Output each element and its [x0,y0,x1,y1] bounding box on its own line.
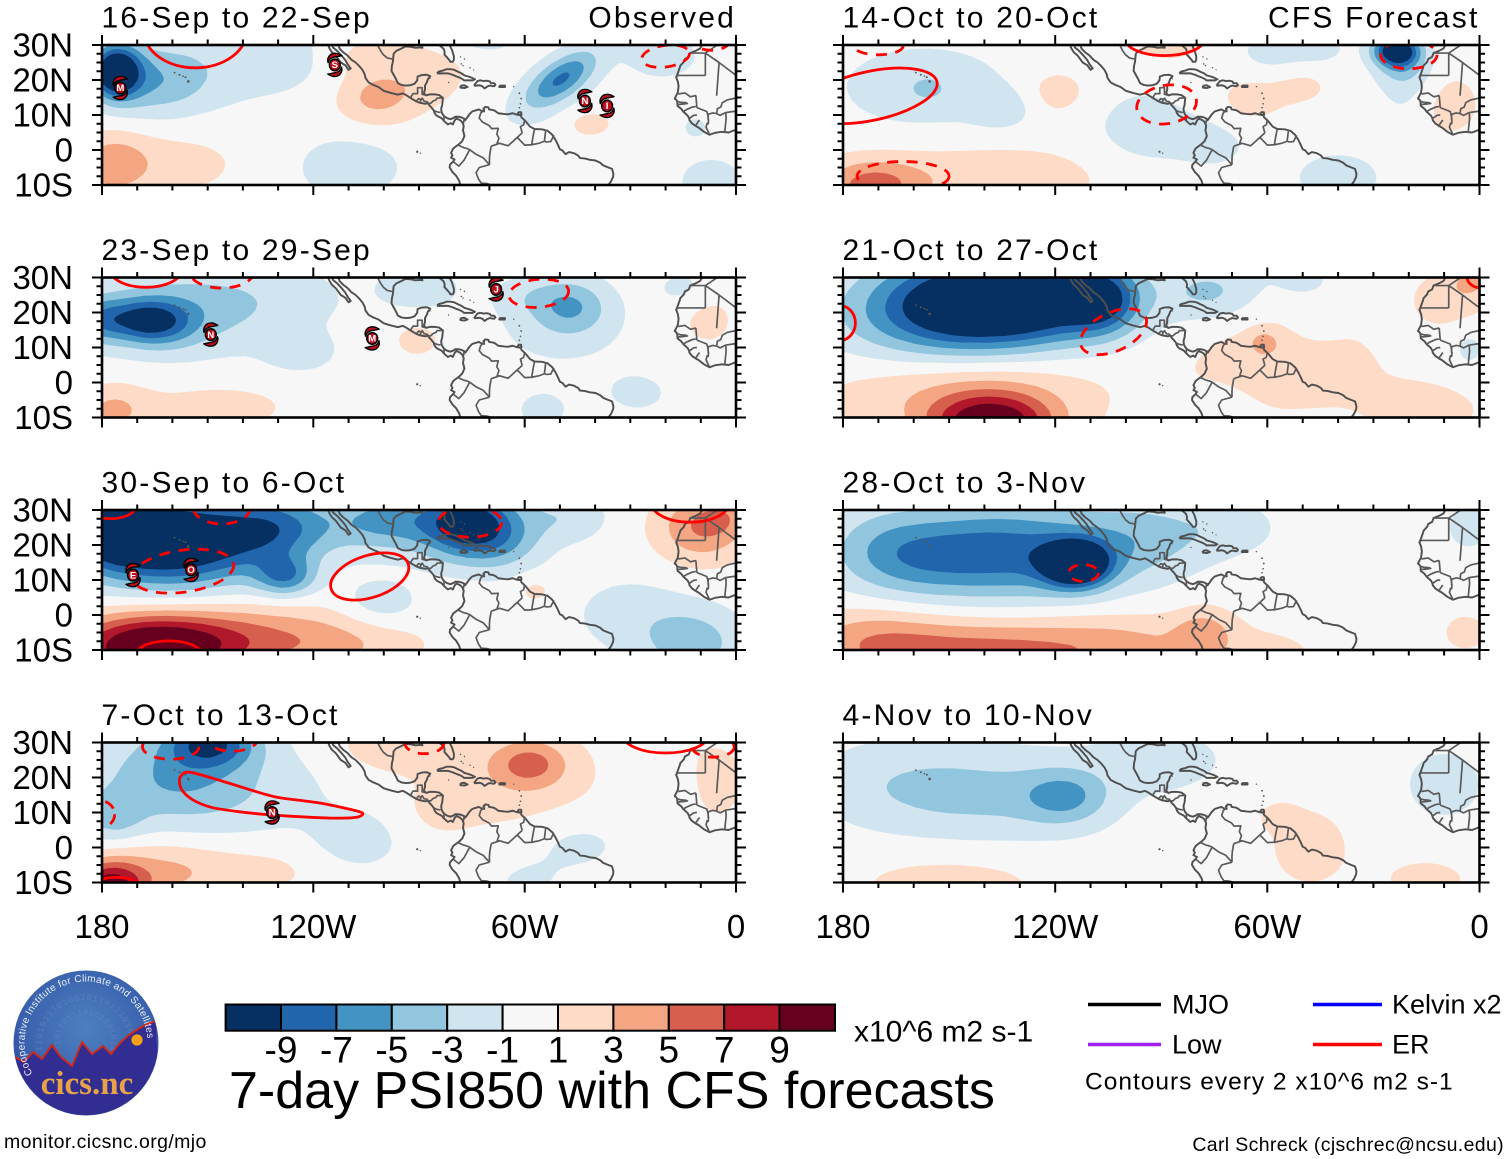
svg-text:7-day PSI850 with CFS forecast: 7-day PSI850 with CFS forecasts [229,1062,995,1120]
svg-text:10S: 10S [14,864,73,901]
svg-text:20N: 20N [12,62,73,99]
svg-text:M: M [116,83,124,94]
svg-text:0: 0 [55,829,73,866]
svg-text:Low: Low [1172,1030,1222,1060]
svg-text:16-Sep to 22-Sep: 16-Sep to 22-Sep [102,2,372,35]
svg-text:30N: 30N [12,259,73,296]
svg-text:23-Sep to 29-Sep: 23-Sep to 29-Sep [102,234,372,267]
svg-text:10N: 10N [12,562,73,599]
svg-text:-5: -5 [375,1030,408,1071]
svg-text:-1: -1 [486,1030,519,1071]
svg-text:10N: 10N [12,329,73,366]
svg-text:30N: 30N [12,724,73,761]
svg-text:0: 0 [727,908,745,945]
svg-text:MJO: MJO [1172,990,1229,1020]
svg-text:S: S [332,60,338,71]
svg-text:0: 0 [55,364,73,401]
svg-text:10N: 10N [12,794,73,831]
svg-text:5: 5 [659,1030,680,1071]
svg-text:-3: -3 [431,1030,464,1071]
svg-text:0: 0 [55,597,73,634]
svg-text:0: 0 [55,132,73,169]
svg-text:Observed: Observed [588,2,736,35]
svg-text:N: N [207,330,214,341]
svg-text:7-Oct to 13-Oct: 7-Oct to 13-Oct [102,699,340,732]
svg-text:9: 9 [769,1030,790,1071]
svg-text:x10^6 m2 s-1: x10^6 m2 s-1 [854,1016,1033,1049]
svg-text:I: I [606,101,609,112]
svg-text:60W: 60W [1233,908,1302,945]
svg-text:1: 1 [548,1030,569,1071]
svg-text:Contours every 2 x10^6 m2 s-1: Contours every 2 x10^6 m2 s-1 [1085,1069,1454,1096]
svg-text:10N: 10N [12,97,73,134]
svg-text:-9: -9 [265,1030,298,1071]
svg-text:10S: 10S [14,399,73,436]
svg-text:E: E [130,570,136,581]
svg-text:-7: -7 [320,1030,353,1071]
svg-text:N: N [581,96,588,107]
svg-text:30N: 30N [12,492,73,529]
svg-text:cics.nc: cics.nc [41,1066,134,1102]
svg-text:20N: 20N [12,759,73,796]
svg-text:Carl Schreck (cjschrec@ncsu.ed: Carl Schreck (cjschrec@ncsu.edu) [1192,1134,1504,1156]
svg-text:10S: 10S [14,167,73,204]
svg-text:21-Oct to 27-Oct: 21-Oct to 27-Oct [843,234,1100,267]
svg-text:J: J [493,285,498,296]
svg-text:3: 3 [603,1030,624,1071]
svg-text:120W: 120W [1012,908,1099,945]
svg-text:Kelvin x2: Kelvin x2 [1392,990,1502,1020]
svg-text:28-Oct to 3-Nov: 28-Oct to 3-Nov [843,467,1088,500]
svg-text:0: 0 [1470,908,1488,945]
svg-text:CFS Forecast: CFS Forecast [1268,2,1479,35]
svg-text:14-Oct to 20-Oct: 14-Oct to 20-Oct [843,2,1100,35]
svg-text:180: 180 [74,908,129,945]
svg-text:20N: 20N [12,527,73,564]
svg-text:30-Sep to 6-Oct: 30-Sep to 6-Oct [102,467,347,500]
svg-text:60W: 60W [491,908,560,945]
svg-text:4-Nov to 10-Nov: 4-Nov to 10-Nov [843,699,1094,732]
svg-text:7: 7 [714,1030,735,1071]
svg-text:O: O [187,565,194,576]
svg-text:180: 180 [815,908,870,945]
svg-text:ER: ER [1392,1030,1430,1060]
svg-text:30N: 30N [12,27,73,64]
svg-text:monitor.cicsnc.org/mjo: monitor.cicsnc.org/mjo [4,1131,207,1153]
svg-text:N: N [269,808,276,819]
svg-text:10S: 10S [14,632,73,669]
svg-text:120W: 120W [270,908,357,945]
svg-text:20N: 20N [12,294,73,331]
svg-text:M: M [368,334,376,345]
